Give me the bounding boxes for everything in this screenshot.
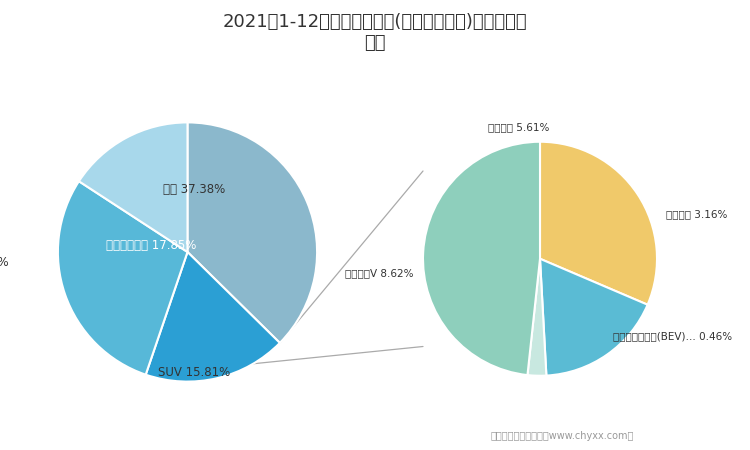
Wedge shape <box>423 142 540 375</box>
Text: 2021年1-12月上汽通用五菱(交叉型乘用车)销量占比统
计图: 2021年1-12月上汽通用五菱(交叉型乘用车)销量占比统 计图 <box>223 14 527 52</box>
Wedge shape <box>188 122 317 343</box>
Text: 五菱荣光V 8.62%: 五菱荣光V 8.62% <box>345 268 414 278</box>
Wedge shape <box>527 259 547 376</box>
Text: 五菱之光 3.16%: 五菱之光 3.16% <box>666 209 728 219</box>
Wedge shape <box>540 142 657 305</box>
Wedge shape <box>79 122 188 252</box>
Wedge shape <box>540 259 647 376</box>
Text: 五菱荣光加长版(BEV)… 0.46%: 五菱荣光加长版(BEV)… 0.46% <box>613 331 732 341</box>
Text: 交叉型乘用车 17.85%: 交叉型乘用车 17.85% <box>106 239 196 252</box>
Wedge shape <box>58 181 188 375</box>
Text: 五菱荣光 5.61%: 五菱荣光 5.61% <box>488 122 550 132</box>
Text: MPV 28.97%: MPV 28.97% <box>0 256 9 269</box>
Text: 制图：智研咨询整理（www.chyxx.com）: 制图：智研咨询整理（www.chyxx.com） <box>490 431 634 441</box>
Text: SUV 15.81%: SUV 15.81% <box>158 366 230 379</box>
Wedge shape <box>146 252 280 382</box>
Text: 轿车 37.38%: 轿车 37.38% <box>163 183 225 196</box>
